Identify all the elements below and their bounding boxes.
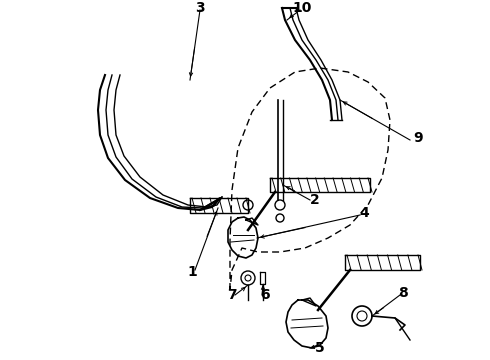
Text: 2: 2 xyxy=(310,193,320,207)
Text: 1: 1 xyxy=(187,265,197,279)
Text: 5: 5 xyxy=(315,341,325,355)
Text: 9: 9 xyxy=(413,131,423,145)
Text: 8: 8 xyxy=(398,286,408,300)
Text: 3: 3 xyxy=(195,1,205,15)
Text: 10: 10 xyxy=(293,1,312,15)
Text: 7: 7 xyxy=(227,288,237,302)
Text: 4: 4 xyxy=(359,206,369,220)
Text: 6: 6 xyxy=(260,288,270,302)
